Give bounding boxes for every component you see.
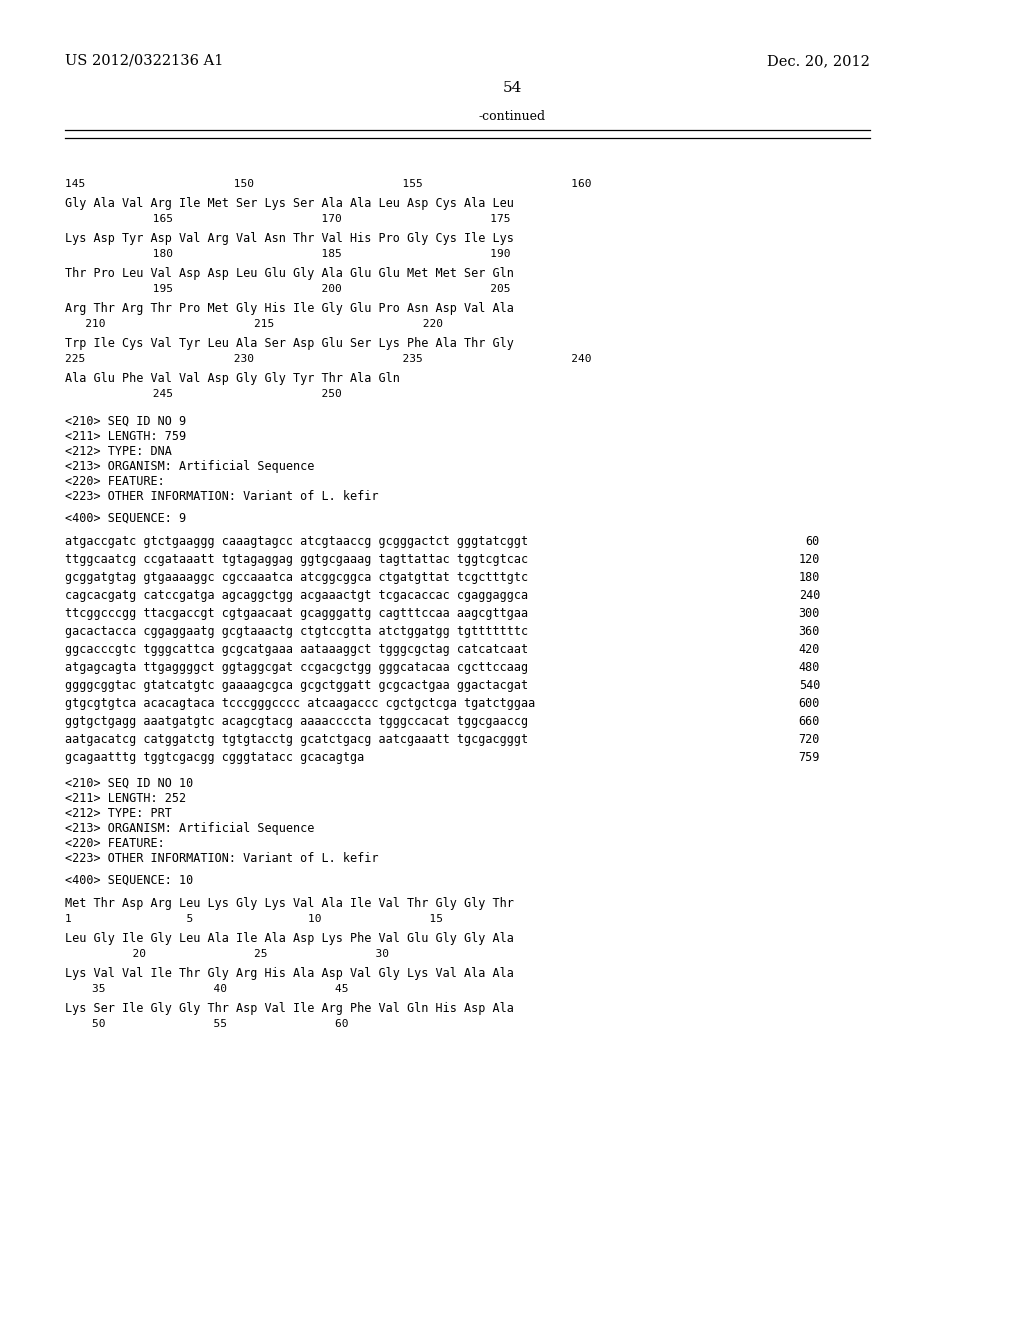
- Text: Ala Glu Phe Val Val Asp Gly Gly Tyr Thr Ala Gln: Ala Glu Phe Val Val Asp Gly Gly Tyr Thr …: [65, 372, 400, 385]
- Text: <400> SEQUENCE: 9: <400> SEQUENCE: 9: [65, 512, 186, 525]
- Text: 1                 5                 10                15: 1 5 10 15: [65, 913, 443, 924]
- Text: Lys Val Val Ile Thr Gly Arg His Ala Asp Val Gly Lys Val Ala Ala: Lys Val Val Ile Thr Gly Arg His Ala Asp …: [65, 968, 514, 979]
- Text: ggcacccgtc tgggcattca gcgcatgaaa aataaaggct tgggcgctag catcatcaat: ggcacccgtc tgggcattca gcgcatgaaa aataaag…: [65, 643, 528, 656]
- Text: <220> FEATURE:: <220> FEATURE:: [65, 837, 165, 850]
- Text: 245                      250: 245 250: [65, 389, 342, 399]
- Text: 60: 60: [806, 535, 820, 548]
- Text: 120: 120: [799, 553, 820, 566]
- Text: 180                      185                      190: 180 185 190: [65, 249, 511, 259]
- Text: 180: 180: [799, 572, 820, 583]
- Text: Gly Ala Val Arg Ile Met Ser Lys Ser Ala Ala Leu Asp Cys Ala Leu: Gly Ala Val Arg Ile Met Ser Lys Ser Ala …: [65, 197, 514, 210]
- Text: Lys Ser Ile Gly Gly Thr Asp Val Ile Arg Phe Val Gln His Asp Ala: Lys Ser Ile Gly Gly Thr Asp Val Ile Arg …: [65, 1002, 514, 1015]
- Text: -continued: -continued: [478, 110, 546, 123]
- Text: 225                      230                      235                      240: 225 230 235 240: [65, 354, 592, 364]
- Text: US 2012/0322136 A1: US 2012/0322136 A1: [65, 54, 223, 69]
- Text: 600: 600: [799, 697, 820, 710]
- Text: Thr Pro Leu Val Asp Asp Leu Glu Gly Ala Glu Glu Met Met Ser Gln: Thr Pro Leu Val Asp Asp Leu Glu Gly Ala …: [65, 267, 514, 280]
- Text: aatgacatcg catggatctg tgtgtacctg gcatctgacg aatcgaaatt tgcgacgggt: aatgacatcg catggatctg tgtgtacctg gcatctg…: [65, 733, 528, 746]
- Text: 420: 420: [799, 643, 820, 656]
- Text: <212> TYPE: DNA: <212> TYPE: DNA: [65, 445, 172, 458]
- Text: gacactacca cggaggaatg gcgtaaactg ctgtccgtta atctggatgg tgtttttttc: gacactacca cggaggaatg gcgtaaactg ctgtccg…: [65, 624, 528, 638]
- Text: 300: 300: [799, 607, 820, 620]
- Text: atgaccgatc gtctgaaggg caaagtagcc atcgtaaccg gcgggactct gggtatcggt: atgaccgatc gtctgaaggg caaagtagcc atcgtaa…: [65, 535, 528, 548]
- Text: 720: 720: [799, 733, 820, 746]
- Text: <400> SEQUENCE: 10: <400> SEQUENCE: 10: [65, 874, 194, 887]
- Text: <213> ORGANISM: Artificial Sequence: <213> ORGANISM: Artificial Sequence: [65, 822, 314, 836]
- Text: Leu Gly Ile Gly Leu Ala Ile Ala Asp Lys Phe Val Glu Gly Gly Ala: Leu Gly Ile Gly Leu Ala Ile Ala Asp Lys …: [65, 932, 514, 945]
- Text: <223> OTHER INFORMATION: Variant of L. kefir: <223> OTHER INFORMATION: Variant of L. k…: [65, 490, 379, 503]
- Text: atgagcagta ttgaggggct ggtaggcgat ccgacgctgg gggcatacaa cgcttccaag: atgagcagta ttgaggggct ggtaggcgat ccgacgc…: [65, 661, 528, 675]
- Text: cagcacgatg catccgatga agcaggctgg acgaaactgt tcgacaccac cgaggaggca: cagcacgatg catccgatga agcaggctgg acgaaac…: [65, 589, 528, 602]
- Text: <211> LENGTH: 759: <211> LENGTH: 759: [65, 430, 186, 444]
- Text: Arg Thr Arg Thr Pro Met Gly His Ile Gly Glu Pro Asn Asp Val Ala: Arg Thr Arg Thr Pro Met Gly His Ile Gly …: [65, 302, 514, 315]
- Text: 165                      170                      175: 165 170 175: [65, 214, 511, 224]
- Text: gcagaatttg tggtcgacgg cgggtatacc gcacagtga: gcagaatttg tggtcgacgg cgggtatacc gcacagt…: [65, 751, 365, 764]
- Text: Lys Asp Tyr Asp Val Arg Val Asn Thr Val His Pro Gly Cys Ile Lys: Lys Asp Tyr Asp Val Arg Val Asn Thr Val …: [65, 232, 514, 246]
- Text: 50                55                60: 50 55 60: [65, 1019, 348, 1030]
- Text: gcggatgtag gtgaaaaggc cgccaaatca atcggcggca ctgatgttat tcgctttgtc: gcggatgtag gtgaaaaggc cgccaaatca atcggcg…: [65, 572, 528, 583]
- Text: 660: 660: [799, 715, 820, 729]
- Text: 210                      215                      220: 210 215 220: [65, 319, 443, 329]
- Text: 540: 540: [799, 678, 820, 692]
- Text: ttggcaatcg ccgataaatt tgtagaggag ggtgcgaaag tagttattac tggtcgtcac: ttggcaatcg ccgataaatt tgtagaggag ggtgcga…: [65, 553, 528, 566]
- Text: <210> SEQ ID NO 9: <210> SEQ ID NO 9: [65, 414, 186, 428]
- Text: Met Thr Asp Arg Leu Lys Gly Lys Val Ala Ile Val Thr Gly Gly Thr: Met Thr Asp Arg Leu Lys Gly Lys Val Ala …: [65, 898, 514, 909]
- Text: <210> SEQ ID NO 10: <210> SEQ ID NO 10: [65, 777, 194, 789]
- Text: 759: 759: [799, 751, 820, 764]
- Text: 20                25                30: 20 25 30: [65, 949, 389, 960]
- Text: 240: 240: [799, 589, 820, 602]
- Text: 360: 360: [799, 624, 820, 638]
- Text: ggtgctgagg aaatgatgtc acagcgtacg aaaaccccta tgggccacat tggcgaaccg: ggtgctgagg aaatgatgtc acagcgtacg aaaaccc…: [65, 715, 528, 729]
- Text: ttcggcccgg ttacgaccgt cgtgaacaat gcagggattg cagtttccaa aagcgttgaa: ttcggcccgg ttacgaccgt cgtgaacaat gcaggga…: [65, 607, 528, 620]
- Text: 54: 54: [503, 81, 521, 95]
- Text: <213> ORGANISM: Artificial Sequence: <213> ORGANISM: Artificial Sequence: [65, 459, 314, 473]
- Text: Dec. 20, 2012: Dec. 20, 2012: [767, 54, 870, 69]
- Text: gtgcgtgtca acacagtaca tcccgggcccc atcaagaccc cgctgctcga tgatctggaa: gtgcgtgtca acacagtaca tcccgggcccc atcaag…: [65, 697, 536, 710]
- Text: 145                      150                      155                      160: 145 150 155 160: [65, 180, 592, 189]
- Text: 480: 480: [799, 661, 820, 675]
- Text: <211> LENGTH: 252: <211> LENGTH: 252: [65, 792, 186, 805]
- Text: Trp Ile Cys Val Tyr Leu Ala Ser Asp Glu Ser Lys Phe Ala Thr Gly: Trp Ile Cys Val Tyr Leu Ala Ser Asp Glu …: [65, 337, 514, 350]
- Text: <220> FEATURE:: <220> FEATURE:: [65, 475, 165, 488]
- Text: 195                      200                      205: 195 200 205: [65, 284, 511, 294]
- Text: ggggcggtac gtatcatgtc gaaaagcgca gcgctggatt gcgcactgaa ggactacgat: ggggcggtac gtatcatgtc gaaaagcgca gcgctgg…: [65, 678, 528, 692]
- Text: 35                40                45: 35 40 45: [65, 983, 348, 994]
- Text: <212> TYPE: PRT: <212> TYPE: PRT: [65, 807, 172, 820]
- Text: <223> OTHER INFORMATION: Variant of L. kefir: <223> OTHER INFORMATION: Variant of L. k…: [65, 851, 379, 865]
